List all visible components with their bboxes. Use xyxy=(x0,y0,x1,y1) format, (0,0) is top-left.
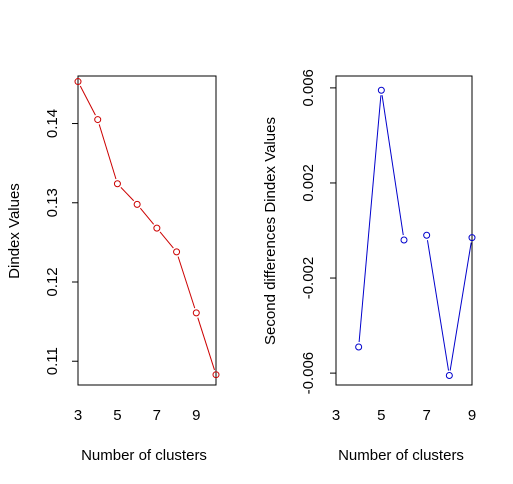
second-differences-series xyxy=(355,86,476,379)
y-tick-label: -0.006 xyxy=(300,352,317,395)
data-point xyxy=(74,78,82,86)
y-tick-label: 0.13 xyxy=(44,188,61,217)
data-point xyxy=(355,343,363,351)
dindex-series xyxy=(74,78,220,379)
series-line-segment xyxy=(120,187,135,202)
dindex-plot: 0.11 0.12 0.13 0.14 3 5 7 9 Number of clusters… xyxy=(6,75,220,464)
x-tick-label: 9 xyxy=(468,407,476,424)
x-tick-label: 9 xyxy=(192,407,200,424)
data-point xyxy=(400,236,408,244)
x-axis-title: Number of clusters xyxy=(338,447,464,464)
y-axis: 0.11 0.12 0.13 0.14 xyxy=(44,109,78,375)
series-line-segment xyxy=(159,231,174,249)
data-point xyxy=(153,224,161,232)
plot-frame xyxy=(335,75,473,386)
series-line-segment xyxy=(426,240,450,371)
series-line-segment xyxy=(177,256,196,309)
x-axis-title: Number of clusters xyxy=(81,447,207,464)
y-axis-title: Second differences Dindex Values xyxy=(262,117,279,345)
y-tick-label: 0.006 xyxy=(300,69,317,107)
data-point xyxy=(94,116,102,124)
y-axis: -0.006 -0.002 0.002 0.006 xyxy=(300,69,336,394)
y-tick-label: 0.002 xyxy=(300,164,317,202)
second-differences-plot: -0.006 -0.002 0.002 0.006 3 5 7 9 Number of cl… xyxy=(262,69,476,464)
y-axis-title: Dindex Values xyxy=(6,183,23,279)
y-tick-label: -0.002 xyxy=(300,257,317,300)
series-line-segment xyxy=(98,124,117,180)
series-line-segment xyxy=(79,85,96,116)
series-line-segment xyxy=(381,95,404,236)
y-tick-label: 0.11 xyxy=(44,347,61,375)
data-point xyxy=(133,200,141,208)
series-line-segment xyxy=(197,317,215,371)
x-tick-label: 7 xyxy=(153,407,161,424)
data-point xyxy=(423,231,431,239)
data-point xyxy=(192,309,200,317)
data-point xyxy=(212,371,220,379)
series-line-segment xyxy=(139,207,155,225)
data-point xyxy=(445,371,453,379)
y-tick-label: 0.14 xyxy=(44,109,61,138)
plot-frame xyxy=(77,75,217,386)
data-point xyxy=(113,180,121,188)
y-tick-label: 0.12 xyxy=(44,267,61,296)
data-point xyxy=(173,248,181,256)
x-tick-label: 5 xyxy=(113,407,121,424)
x-axis: 3 5 7 9 xyxy=(74,407,201,424)
x-tick-label: 3 xyxy=(332,407,340,424)
x-tick-label: 3 xyxy=(74,407,82,424)
x-axis: 3 5 7 9 xyxy=(332,407,476,424)
data-point xyxy=(468,234,476,242)
series-line-segment xyxy=(358,95,382,343)
data-point xyxy=(377,86,385,94)
series-line-segment xyxy=(449,242,472,371)
x-tick-label: 5 xyxy=(377,407,385,424)
x-tick-label: 7 xyxy=(422,407,430,424)
